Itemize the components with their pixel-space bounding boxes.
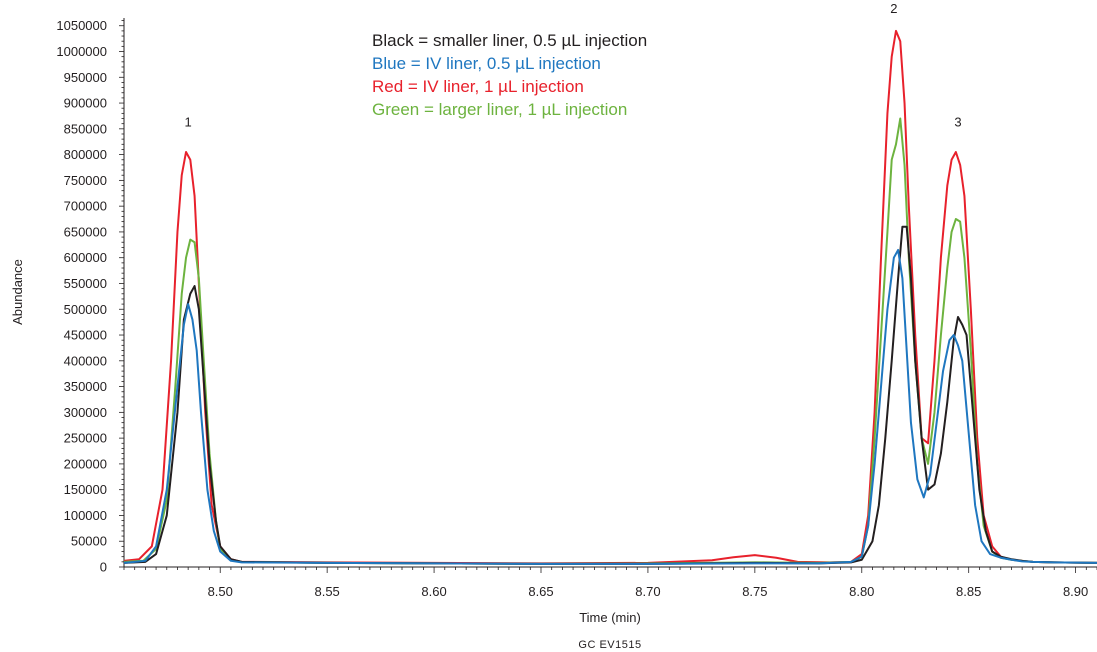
x-tick-label: 8.70 xyxy=(635,584,660,599)
y-tick-label: 650000 xyxy=(64,224,107,239)
x-tick-label: 8.65 xyxy=(528,584,553,599)
series-line-0 xyxy=(123,225,1097,565)
y-tick-label: 700000 xyxy=(64,199,107,214)
x-tick-label: 8.90 xyxy=(1063,584,1088,599)
y-tick-label: 850000 xyxy=(64,121,107,136)
y-tick-label: 600000 xyxy=(64,250,107,265)
y-tick-label: 350000 xyxy=(64,379,107,394)
legend-entry: Green = larger liner, 1 µL injection xyxy=(372,100,627,119)
x-tick-label: 8.75 xyxy=(742,584,767,599)
peak-annotations: 1 2 3 xyxy=(185,1,962,129)
peak-label: 1 xyxy=(185,114,192,129)
y-tick-label: 450000 xyxy=(64,328,107,343)
x-tick-label: 8.55 xyxy=(314,584,339,599)
y-tick-label: 50000 xyxy=(71,534,107,549)
y-tick-label: 100000 xyxy=(64,508,107,523)
series-line-3 xyxy=(123,117,1097,565)
y-tick-label: 950000 xyxy=(64,70,107,85)
legend-entry: Blue = IV liner, 0.5 µL injection xyxy=(372,54,601,73)
legend: Black = smaller liner, 0.5 µL injection B… xyxy=(372,31,647,119)
y-tick-label: 750000 xyxy=(64,173,107,188)
series-layer xyxy=(123,29,1097,565)
y-tick-label: 150000 xyxy=(64,482,107,497)
y-tick-label: 500000 xyxy=(64,302,107,317)
y-axis: 0 50000 100000 150000 200000 250000 300000 3500… xyxy=(56,18,125,575)
figure-code: GC EV1515 xyxy=(578,639,641,651)
y-tick-label: 400000 xyxy=(64,353,107,368)
x-axis: 8.50 8.55 8.60 8.65 8.70 8.75 8.80 8.85 8.90 xyxy=(123,566,1097,599)
x-tick-label: 8.80 xyxy=(849,584,874,599)
y-tick-label: 1000000 xyxy=(56,44,107,59)
y-axis-title: Abundance xyxy=(10,259,25,325)
y-tick-label: 1050000 xyxy=(56,18,107,33)
y-tick-label: 550000 xyxy=(64,276,107,291)
peak-label: 3 xyxy=(954,114,961,129)
y-tick-label: 900000 xyxy=(64,96,107,111)
series-line-1 xyxy=(123,248,1097,565)
y-tick-label: 200000 xyxy=(64,456,107,471)
x-tick-label: 8.50 xyxy=(208,584,233,599)
x-tick-label: 8.85 xyxy=(956,584,981,599)
x-tick-label: 8.60 xyxy=(421,584,446,599)
y-tick-label: 300000 xyxy=(64,405,107,420)
y-tick-label: 0 xyxy=(100,560,107,575)
x-axis-title: Time (min) xyxy=(579,610,641,625)
peak-label: 2 xyxy=(890,1,897,16)
y-tick-label: 250000 xyxy=(64,431,107,446)
legend-entry: Black = smaller liner, 0.5 µL injection xyxy=(372,31,647,50)
y-tick-label: 800000 xyxy=(64,147,107,162)
legend-entry: Red = IV liner, 1 µL injection xyxy=(372,77,584,96)
